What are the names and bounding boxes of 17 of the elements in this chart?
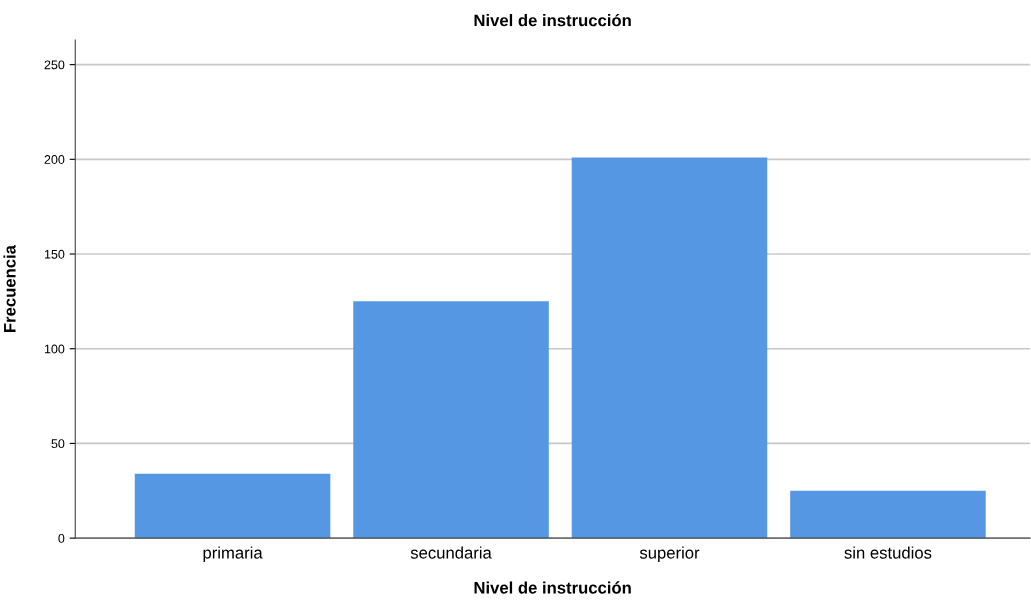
x-tick-label: sin estudios [844, 546, 932, 559]
x-tick-label: superior [639, 546, 700, 562]
bar [134, 473, 331, 539]
y-tick-label: 250 [44, 60, 65, 70]
y-tick-label: 0 [58, 533, 65, 543]
chart-title: Nivel de instrucción [474, 13, 631, 27]
x-tick-label: primaria [203, 546, 263, 562]
bar [353, 301, 549, 539]
y-tick-label: 150 [44, 249, 65, 259]
x-tick-label: secundaria [410, 546, 492, 559]
bar [790, 490, 986, 539]
bar [571, 157, 768, 539]
y-tick-label: 50 [51, 439, 65, 449]
x-axis-title: Nivel de instrucción [474, 581, 631, 594]
y-tick-label: 100 [44, 344, 65, 354]
y-axis-title: Frecuencia [3, 244, 16, 332]
y-tick-label: 200 [44, 155, 65, 164]
